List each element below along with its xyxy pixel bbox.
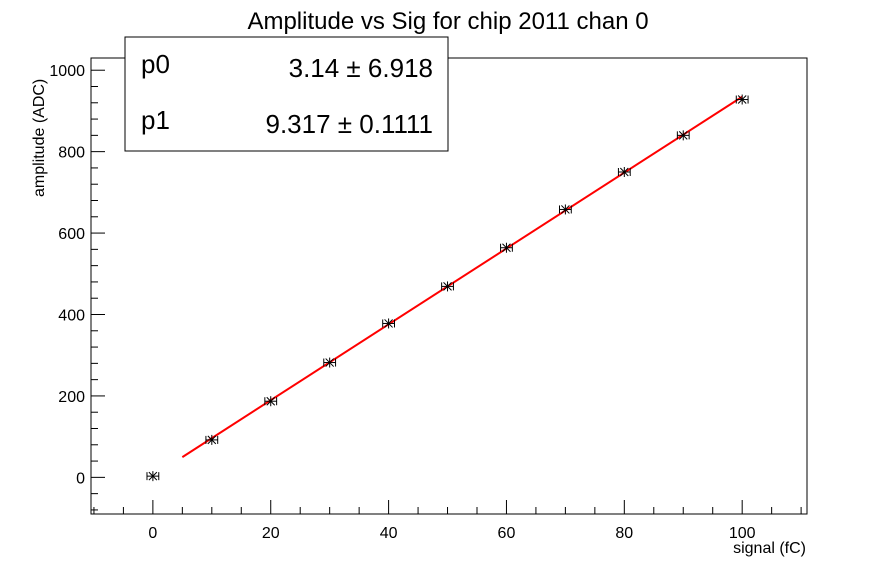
data-point [323, 357, 337, 368]
fit-stats-box: p0 3.14 ± 6.918 p1 9.317 ± 0.1111 [124, 36, 449, 152]
data-point [382, 318, 395, 329]
y-tick-label: 400 [58, 308, 85, 325]
x-tick-label: 40 [380, 525, 398, 542]
y-axis-label: amplitude (ADC) [31, 79, 48, 197]
x-tick-label: 100 [729, 525, 756, 542]
y-tick-label: 200 [58, 389, 85, 406]
data-point [441, 281, 454, 292]
star-marker-stroke [325, 358, 335, 367]
plot-frame [90, 57, 808, 515]
x-axis: 0 20 40 60 80 100 [93, 500, 802, 542]
star-marker-stroke [502, 243, 511, 253]
x-tick-label: 20 [262, 525, 280, 542]
star-marker-stroke [561, 205, 570, 214]
x-tick-label: 60 [498, 525, 516, 542]
star-marker-stroke [443, 282, 452, 291]
data-point [500, 242, 513, 253]
stats-box-frame [124, 36, 449, 152]
fit-layer [181, 95, 743, 458]
y-tick-label: 0 [76, 470, 85, 487]
star-marker-stroke [266, 396, 276, 406]
stats-p1-value: 9.317 ± 0.1111 [265, 109, 433, 139]
y-tick-label: 1000 [49, 63, 85, 80]
y-tick-label: 600 [58, 226, 85, 243]
data-point [146, 471, 160, 482]
x-tick-label: 0 [148, 525, 157, 542]
y-tick-label: 800 [58, 145, 85, 162]
data-point [205, 434, 219, 445]
y-axis: 0 200 400 600 800 1000 [49, 63, 105, 511]
data-point [558, 204, 572, 215]
stats-p0-name: p0 [141, 49, 170, 79]
data-point [676, 130, 690, 141]
x-tick-label: 80 [615, 525, 633, 542]
star-marker-stroke [207, 435, 217, 445]
chart-title: Amplitude vs Sig for chip 2011 chan 0 [247, 8, 648, 35]
stats-p0-value: 3.14 ± 6.918 [289, 53, 433, 83]
x-axis-label: signal (fC) [733, 540, 806, 557]
star-marker-stroke [619, 167, 629, 177]
data-point [617, 167, 631, 177]
data-point [735, 94, 749, 105]
star-marker-stroke [737, 95, 747, 104]
stats-p1-name: p1 [141, 105, 170, 135]
star-marker-stroke [384, 319, 393, 328]
star-marker-stroke [148, 471, 158, 481]
data-point [264, 396, 278, 407]
data-points [146, 94, 749, 482]
star-marker-stroke [678, 131, 688, 140]
fit-line [181, 95, 743, 458]
